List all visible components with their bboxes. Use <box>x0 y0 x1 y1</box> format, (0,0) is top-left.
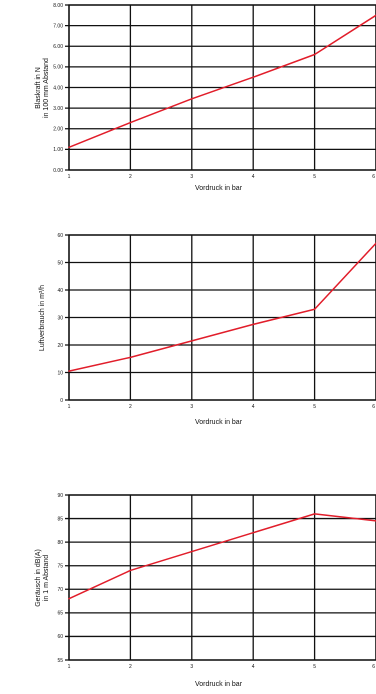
chart-3-x-tick-label: 2 <box>129 664 132 670</box>
chart-2-y-tick-label: 30 <box>57 315 63 321</box>
chart-2-y-axis-label: Luftverbrauch in m³/h <box>39 285 46 351</box>
chart-2-y-tick-label: 60 <box>57 233 63 239</box>
chart-2-y-tick-label: 20 <box>57 343 63 349</box>
chart-3-y-axis-label-line: Geräusch in dB(A) <box>35 549 42 607</box>
chart-1-y-axis-label-line: Blaskraft in N <box>35 67 42 109</box>
chart-3-y-axis-label: Geräusch in dB(A)in 1 m Abstand <box>35 549 50 607</box>
chart-1-y-tick-label: 1.00 <box>53 147 63 153</box>
chart-2-x-axis-label: Vordruck in bar <box>195 419 243 426</box>
chart-3-y-tick-label: 90 <box>57 493 63 499</box>
chart-1-y-tick-label: 3.00 <box>53 106 63 112</box>
chart-2-x-tick-label: 4 <box>252 404 255 410</box>
chart-2-y-tick-label: 10 <box>57 370 63 376</box>
chart-1-y-axis-label-line: in 100 mm Abstand <box>43 58 50 118</box>
chart-3-y-tick-label: 75 <box>57 564 63 570</box>
chart-2-x-tick-label: 2 <box>129 404 132 410</box>
chart-1-y-tick-label: 4.00 <box>53 85 63 91</box>
chart-1-y-axis-label: Blaskraft in Nin 100 mm Abstand <box>35 58 50 118</box>
chart-1-x-tick-label: 1 <box>68 174 71 180</box>
chart-3-y-tick-label: 85 <box>57 516 63 522</box>
chart-3-y-tick-label: 65 <box>57 611 63 617</box>
chart-3-y-tick-label: 70 <box>57 587 63 593</box>
chart-1-series-line <box>68 14 376 149</box>
chart-1-y-tick-label: 5.00 <box>53 65 63 71</box>
chart-2-y-tick-label: 40 <box>57 288 63 294</box>
chart-1-y-tick-label: 7.00 <box>53 23 63 29</box>
chart-2-x-tick-label: 5 <box>313 404 316 410</box>
chart-2-y-tick-label: 50 <box>57 260 63 266</box>
chart-2-series-line <box>68 242 376 372</box>
chart-1-y-tick-label: 2.00 <box>53 127 63 133</box>
chart-1-y-tick-label: 8.00 <box>53 3 63 9</box>
chart-3-x-tick-label: 5 <box>313 664 316 670</box>
chart-2-y-axis-label-line: Luftverbrauch in m³/h <box>39 285 46 351</box>
chart-2-x-tick-label: 6 <box>372 404 375 410</box>
chart-1-x-tick-label: 5 <box>313 174 316 180</box>
chart-3-x-tick-label: 4 <box>252 664 255 670</box>
chart-1-x-tick-label: 6 <box>372 174 375 180</box>
chart-1-y-tick-label: 0.00 <box>53 168 63 174</box>
chart-1-y-tick-label: 6.00 <box>53 44 63 50</box>
chart-1-x-tick-label: 2 <box>129 174 132 180</box>
chart-3-y-tick-label: 80 <box>57 540 63 546</box>
chart-1-x-tick-label: 4 <box>252 174 255 180</box>
chart-2-x-tick-label: 1 <box>68 404 71 410</box>
chart-3-x-axis-label: Vordruck in bar <box>195 681 243 688</box>
chart-2-y-tick-label: 0 <box>60 398 63 404</box>
chart-3-x-tick-label: 3 <box>190 664 193 670</box>
chart-3-x-tick-label: 1 <box>68 664 71 670</box>
chart-3-x-tick-label: 6 <box>372 664 375 670</box>
chart-3-y-tick-label: 60 <box>57 634 63 640</box>
chart-3-y-axis-label-line: in 1 m Abstand <box>43 555 50 601</box>
chart-2-x-tick-label: 3 <box>190 404 193 410</box>
chart-1-x-tick-label: 3 <box>190 174 193 180</box>
chart-3-series-line <box>68 513 376 600</box>
chart-3-y-tick-label: 55 <box>57 658 63 664</box>
chart-1-x-axis-label: Vordruck in bar <box>195 185 243 192</box>
